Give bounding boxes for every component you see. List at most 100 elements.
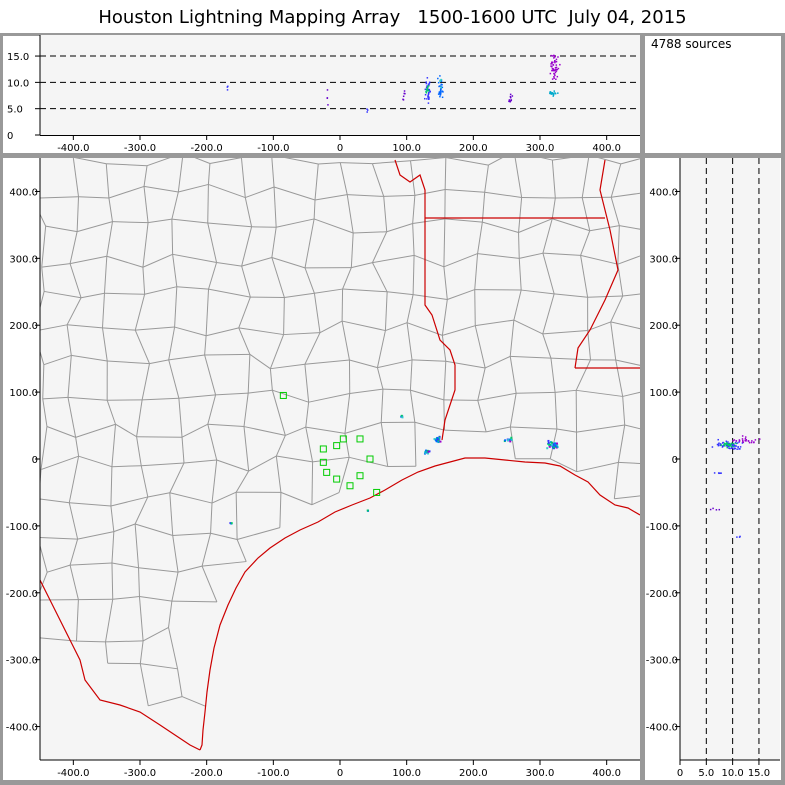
county-line (74, 158, 107, 165)
county-line (556, 428, 577, 433)
county-line (110, 496, 148, 507)
county-line (518, 218, 553, 233)
county-line (168, 627, 179, 669)
county-line (305, 426, 314, 462)
county-line (211, 459, 218, 504)
ns-source-point (745, 440, 747, 442)
county-line (271, 158, 275, 188)
county-line (202, 561, 247, 567)
county-line (269, 334, 285, 369)
county-line (144, 286, 177, 295)
altitude-source-point (554, 66, 557, 69)
county-line (380, 389, 384, 423)
county-line (174, 326, 207, 337)
ns-source-point (731, 443, 733, 446)
ns-source-point (729, 447, 731, 450)
altitude-source-point (425, 91, 427, 93)
altitude-source-point (366, 111, 368, 113)
ns-ytick-label-2: -200.0 (646, 589, 678, 600)
county-line (108, 185, 145, 199)
altitude-source-point (559, 63, 561, 66)
county-line (377, 359, 413, 369)
county-line (106, 163, 148, 167)
county-line (42, 396, 69, 400)
county-line (112, 596, 140, 600)
ns-source-point (718, 508, 721, 511)
altitude-source-point (427, 89, 430, 91)
county-line (275, 455, 282, 493)
county-line (371, 163, 385, 197)
altitude-source-point (550, 63, 552, 65)
county-line (308, 393, 350, 403)
altitude-source-point (557, 67, 560, 70)
county-line (113, 523, 136, 533)
county-line (271, 390, 286, 436)
county-line (610, 321, 617, 361)
altitude-source-point (426, 89, 428, 92)
ns-source-point (709, 508, 712, 511)
county-line (105, 640, 144, 643)
county-line (414, 422, 417, 467)
station-marker (333, 475, 341, 483)
altitude-source-point (227, 85, 229, 88)
county-line (474, 289, 476, 326)
altitude-source-point (553, 90, 556, 92)
county-line (110, 466, 113, 507)
altitude-source-point (551, 78, 554, 80)
county-line (581, 158, 590, 198)
ns-source-point (732, 442, 735, 445)
altitude-source-point (427, 96, 429, 98)
county-line (112, 221, 149, 224)
ns-source-point (753, 441, 755, 443)
altitude-source-point (554, 60, 556, 62)
county-line (201, 533, 212, 567)
county-line (236, 527, 281, 540)
station-marker (373, 488, 381, 496)
ns-ytick-label-8: 400.0 (649, 187, 678, 198)
county-line (386, 223, 413, 233)
county-line (509, 393, 517, 428)
ns-source-point (738, 439, 741, 441)
county-line (477, 253, 520, 259)
altitude-xtick-label-5: 100.0 (392, 143, 421, 154)
station-marker (356, 435, 364, 443)
altitude-source-point (554, 92, 556, 94)
county-line (210, 532, 238, 540)
county-line (76, 221, 113, 233)
county-line (349, 359, 378, 369)
ns-source-point (735, 445, 737, 447)
county-line (201, 565, 218, 603)
ns-source-point (731, 447, 733, 449)
county-line (42, 364, 45, 399)
county-line (344, 393, 351, 434)
county-line (47, 564, 71, 573)
county-line (67, 396, 108, 401)
county-line (481, 192, 486, 223)
county-line (474, 325, 486, 369)
county-line (576, 424, 625, 433)
county-line (304, 267, 315, 294)
state-border-river (574, 159, 619, 369)
county-line (142, 626, 169, 642)
county-line (622, 396, 626, 426)
county-line (372, 262, 388, 293)
county-line (619, 225, 640, 230)
county-line (111, 424, 117, 467)
altitude-source-point (402, 98, 404, 101)
county-line (443, 218, 446, 267)
county-line (75, 423, 116, 438)
altitude-source-point (440, 86, 442, 88)
county-line (141, 462, 185, 467)
county-line (513, 319, 543, 335)
county-line (238, 327, 284, 336)
map-source-point (435, 439, 438, 442)
county-line (414, 188, 446, 196)
county-line (550, 357, 591, 361)
altitude-source-point (403, 92, 405, 95)
county-line (101, 327, 108, 362)
county-line (270, 363, 305, 370)
county-line (115, 423, 137, 438)
county-line (69, 255, 107, 265)
altitude-source-point (426, 87, 429, 89)
